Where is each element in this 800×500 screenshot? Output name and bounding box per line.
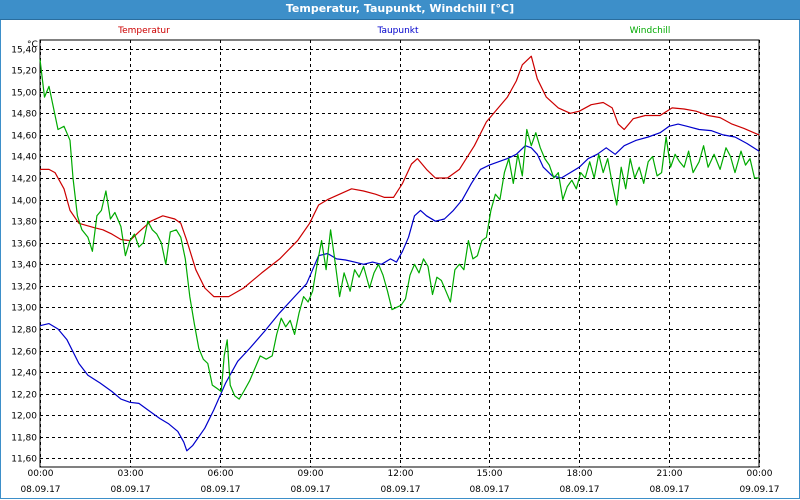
series-line-windchill — [39, 59, 759, 400]
y-tick-label: 11,60 — [11, 455, 37, 465]
series-line-taupunkt — [39, 123, 760, 452]
y-tick-label: 15,00 — [11, 89, 37, 99]
y-tick-label: 13,80 — [11, 218, 37, 228]
legend-entry-windchill: Windchill — [630, 26, 671, 36]
y-tick-label: 14,20 — [11, 175, 37, 185]
y-tick-label: 14,00 — [11, 197, 37, 207]
x-tick-date: 08.09.17 — [200, 485, 240, 495]
y-tick-label: 11,80 — [11, 434, 37, 444]
chart-title-bar: Temperatur, Taupunkt, Windchill [°C] — [0, 0, 800, 20]
x-tick-date: 08.09.17 — [110, 485, 150, 495]
legend-entry-taupunkt: Taupunkt — [376, 26, 419, 36]
y-tick-label: 12,00 — [11, 412, 37, 422]
y-tick-label: 14,60 — [11, 132, 37, 142]
x-tick-date: 08.09.17 — [649, 485, 689, 495]
y-tick-label: 14,80 — [11, 110, 37, 120]
x-tick-time: 03:00 — [118, 469, 144, 479]
y-tick-label: 13,60 — [11, 240, 37, 250]
x-tick-date: 08.09.17 — [380, 485, 420, 495]
y-tick-label: 15,20 — [11, 67, 37, 77]
line-chart: 11,60 11,80 12,00 12,20 12,40 12,60 12,80 13,00… — [11, 26, 779, 495]
x-tick-time: 15:00 — [477, 469, 503, 479]
legend-entry-temperatur: Temperatur — [117, 26, 170, 36]
y-tick-label: 13,20 — [11, 283, 37, 293]
y-tick-label: 12,60 — [11, 348, 37, 358]
y-tick-label: 14,40 — [11, 153, 37, 163]
y-tick-label: 12,20 — [11, 391, 37, 401]
x-tick-time: 06:00 — [208, 469, 234, 479]
x-tick-time: 21:00 — [657, 469, 683, 479]
x-tick-time: 09:00 — [298, 469, 324, 479]
x-tick-date: 08.09.17 — [469, 485, 509, 495]
x-tick-date: 08.09.17 — [559, 485, 599, 495]
series-line-temperatur — [40, 55, 760, 298]
x-tick-date: 09.09.17 — [739, 485, 779, 495]
x-tick-date: 08.09.17 — [290, 485, 330, 495]
y-tick-label: 13,00 — [11, 304, 37, 314]
x-tick-date: 08.09.17 — [20, 485, 60, 495]
y-tick-label: 12,40 — [11, 369, 37, 379]
x-tick-time: 00:00 — [747, 469, 773, 479]
chart-title: Temperatur, Taupunkt, Windchill [°C] — [285, 2, 515, 15]
plot-border — [39, 39, 760, 468]
x-tick-time: 12:00 — [388, 469, 414, 479]
x-tick-time: 00:00 — [28, 469, 54, 479]
x-tick-time: 18:00 — [567, 469, 593, 479]
y-tick-label: 15,40 — [11, 46, 37, 56]
y-tick-label: 12,80 — [11, 326, 37, 336]
y-axis-label: °C — [27, 40, 38, 50]
y-tick-label: 13,40 — [11, 261, 37, 271]
